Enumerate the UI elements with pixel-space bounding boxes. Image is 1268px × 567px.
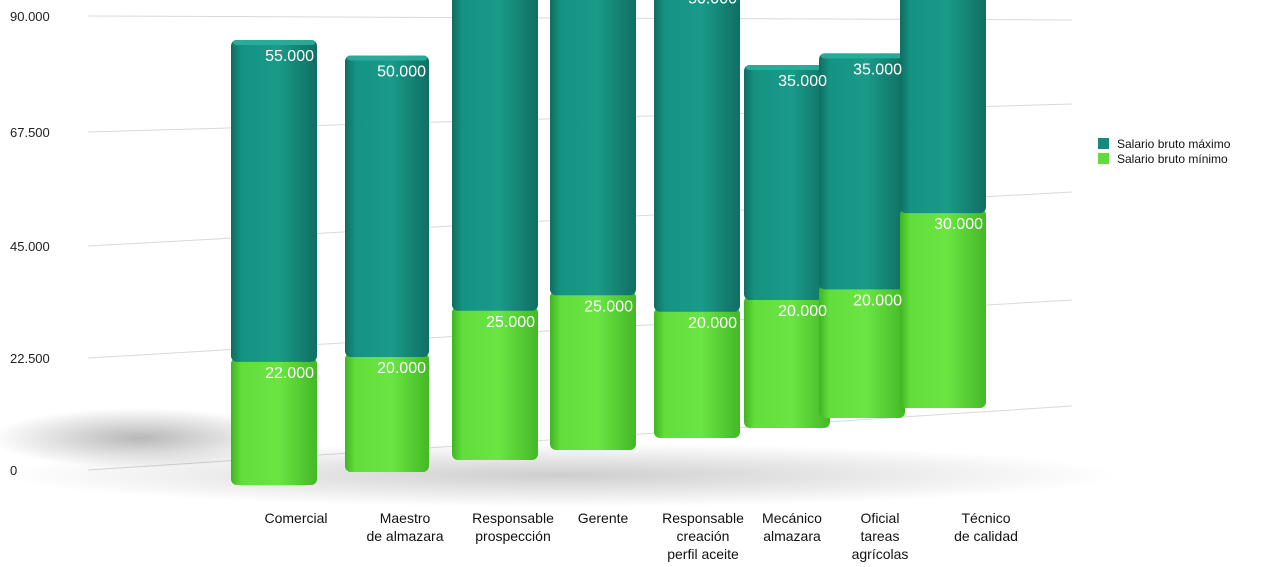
bar-label-max: 50.000 xyxy=(688,0,737,7)
x-category-line: Oficial xyxy=(861,510,900,526)
bar-max-segment xyxy=(231,39,317,362)
bar-label-min: 30.000 xyxy=(934,216,983,233)
x-category-label: Oficial tareas agrícolas xyxy=(852,510,909,562)
y-tick-label: 45.000 xyxy=(10,239,50,254)
bar-label-min: 20.000 xyxy=(853,292,902,309)
bar-label-min: 25.000 xyxy=(584,298,633,315)
x-category-line: Gerente xyxy=(578,510,629,526)
bar-label-min: 20.000 xyxy=(778,303,827,320)
legend-item-max: Salario bruto máximo xyxy=(1098,136,1230,151)
bar-top-cap xyxy=(233,39,315,45)
x-category-line: Responsable xyxy=(662,510,744,526)
bar-min-segment xyxy=(744,296,830,428)
x-category-label: Técnico de calidad xyxy=(954,510,1018,544)
legend-swatch-max xyxy=(1098,138,1109,149)
x-category-line: agrícolas xyxy=(852,546,909,562)
bar-label-min: 20.000 xyxy=(688,315,737,332)
y-tick-label: 90.000 xyxy=(10,9,50,24)
x-category-line: Comercial xyxy=(264,510,327,526)
bar-top-cap xyxy=(746,65,828,70)
bar-min-segment xyxy=(452,306,538,460)
bar-min-segment xyxy=(654,307,740,438)
x-category-line: Responsable xyxy=(472,510,554,526)
x-category-line: perfil aceite xyxy=(667,546,739,562)
bar-label-max: 55.000 xyxy=(265,48,314,65)
bar-max-segment xyxy=(654,0,740,312)
y-tick-label: 22.500 xyxy=(10,351,50,366)
x-category-line: almazara xyxy=(763,528,821,544)
bar-max-segment xyxy=(550,0,636,296)
bar-min-segment xyxy=(819,285,905,418)
bar-label-min: 25.000 xyxy=(486,314,535,331)
x-category-label: Mecánico almazara xyxy=(762,510,822,544)
bar-label-max: 50.000 xyxy=(377,64,426,81)
bar-label-max: 35.000 xyxy=(778,73,827,90)
y-tick-label: 0 xyxy=(10,463,17,478)
legend-label-min: Salario bruto mínimo xyxy=(1117,151,1228,166)
x-category-line: creación xyxy=(677,528,730,544)
x-category-line: Maestro xyxy=(380,510,431,526)
bar-top-cap xyxy=(347,55,427,61)
bar-label-min: 22.000 xyxy=(265,365,314,382)
legend-item-min: Salario bruto mínimo xyxy=(1098,151,1230,166)
bar-min-segment xyxy=(345,353,429,472)
legend-swatch-min xyxy=(1098,153,1109,164)
legend-label-max: Salario bruto máximo xyxy=(1117,136,1231,151)
x-category-label: Maestro de almazara xyxy=(366,510,443,544)
bar-max-segment xyxy=(452,0,538,311)
x-category-label: Responsable creación perfil aceite xyxy=(662,510,744,562)
bar-label-min: 20.000 xyxy=(377,360,426,377)
bar-max-segment xyxy=(819,53,905,290)
bar-min-segment xyxy=(231,357,317,485)
bar-max-segment xyxy=(900,0,986,214)
bar-min-segment xyxy=(550,291,636,450)
x-category-line: prospección xyxy=(475,528,551,544)
bar-top-cap xyxy=(821,53,903,59)
x-category-label: Comercial xyxy=(264,510,327,526)
x-category-line: de calidad xyxy=(954,528,1018,544)
bar-max-segment xyxy=(345,55,429,357)
legend: Salario bruto máximo Salario bruto mínim… xyxy=(1098,136,1230,166)
x-category-line: Técnico xyxy=(961,510,1010,526)
bar-label-max: 35.000 xyxy=(853,61,902,78)
x-category-label: Responsable prospección xyxy=(472,510,554,544)
x-category-line: de almazara xyxy=(366,528,443,544)
x-category-line: Mecánico xyxy=(762,510,822,526)
bar-min-segment xyxy=(900,209,986,408)
floor-shadow xyxy=(0,408,290,468)
x-category-line: tareas xyxy=(861,528,900,544)
y-tick-label: 67.500 xyxy=(10,125,50,140)
bar-max-segment xyxy=(744,65,830,300)
x-category-label: Gerente xyxy=(578,510,629,526)
